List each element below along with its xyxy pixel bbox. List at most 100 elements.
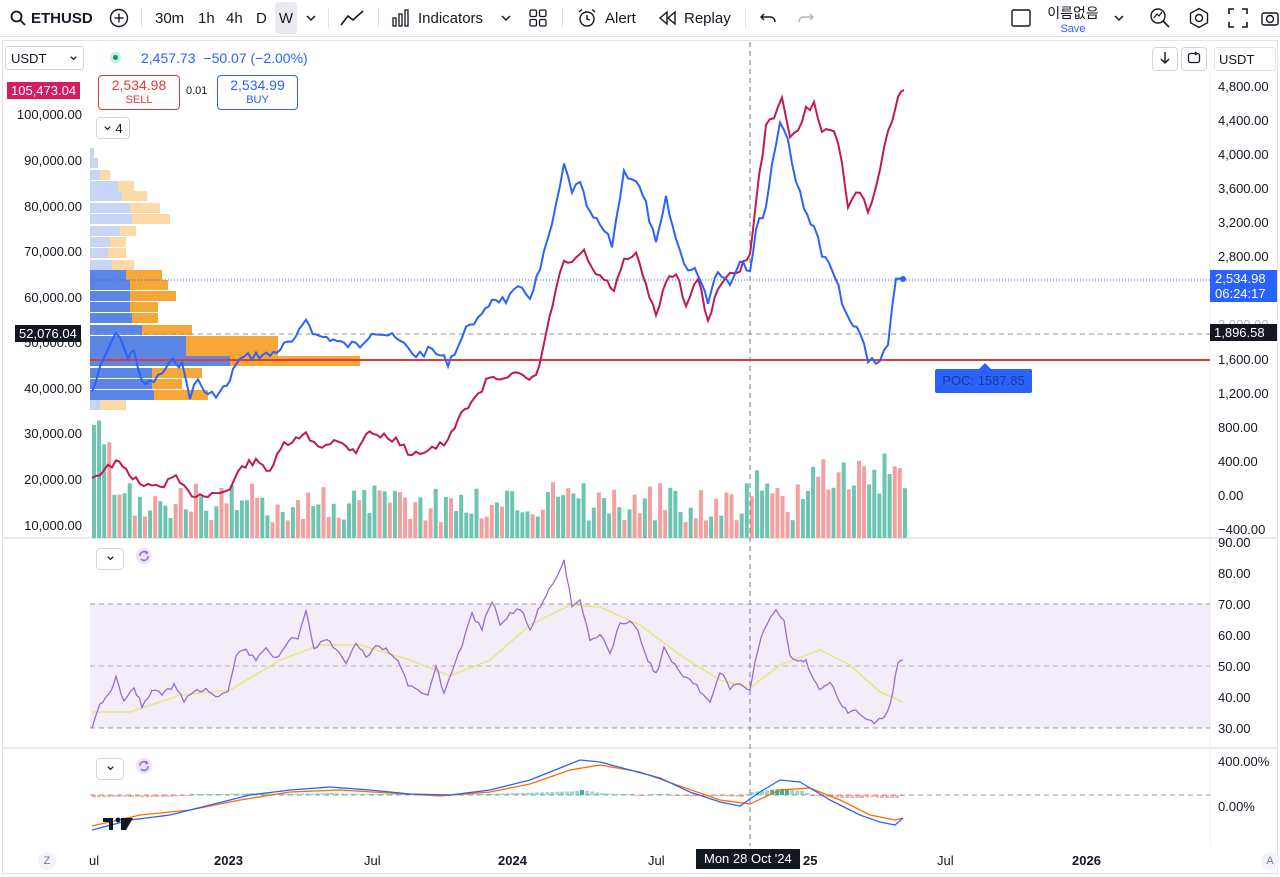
compare-add-button[interactable] [109,0,129,36]
macd-histogram-bar [695,795,700,797]
sell-price: 2,534.98 [111,77,167,93]
macd-histogram-bar [765,790,770,795]
interval-30m[interactable]: 30m [155,0,184,36]
volume-bar [178,487,183,538]
volume-profile-row-orange [152,368,202,378]
volume-bar [811,466,816,538]
rsi-collapse-button[interactable] [96,548,124,570]
grid-icon [529,9,547,27]
currency-select[interactable]: USDT [5,46,84,70]
quick-search-button[interactable] [1149,0,1171,36]
settings-button[interactable] [1188,0,1210,36]
redo-button[interactable] [797,0,815,36]
volume-profile-row-orange [108,248,126,258]
volume-profile-row-blue [90,291,130,301]
alert-button[interactable]: Alert [576,0,636,36]
macd-histogram-bar [720,795,724,797]
top-toolbar: ETHUSD 30m 1h 4h D W Indicators Alert Re… [0,0,1280,37]
interval-4h[interactable]: 4h [226,0,243,36]
volume-bar [831,487,836,538]
poc-label-pointer [979,363,991,369]
sync-icon [135,757,153,780]
last-price-dot [900,276,906,282]
scroll-down-button[interactable] [1152,47,1178,71]
volume-bar [403,497,408,538]
rsi-sync-button[interactable] [133,547,155,568]
replay-label: Replay [684,9,731,27]
chart-frame [2,40,1278,874]
macd-sync-button[interactable] [133,757,155,780]
symbol-search[interactable]: ETHUSD [10,0,93,36]
templates-button[interactable] [529,0,547,36]
chevron-down-icon [69,51,78,66]
macd-histogram-bar [330,793,334,795]
volume-bar [392,491,397,538]
countdown-value: 06:24:17 [1215,286,1266,301]
volume-bar [836,472,841,538]
collapse-indicators-button[interactable]: 4 [96,117,130,139]
indicators-button[interactable]: Indicators [391,0,483,36]
macd-histogram-bar [735,795,740,797]
macd-scale-label: 0.00% [1218,799,1255,814]
interval-1h[interactable]: 1h [198,0,215,36]
legend-change: −50.07 (−2.00%) [203,50,308,66]
undo-button[interactable] [759,0,777,36]
volume-profile-row-orange [120,226,136,236]
macd-histogram-bar [530,792,534,795]
macd-histogram-bar [390,794,395,795]
interval-w[interactable]: W [275,2,297,34]
macd-histogram-bar [215,794,220,795]
macd-histogram-bar [800,791,804,795]
volume-bar [367,513,372,538]
macd-histogram-bar [92,795,96,798]
chart-type-button[interactable] [340,0,364,36]
buy-label: BUY [246,94,269,106]
volume-profile-row-orange [100,400,126,410]
macd-histogram-bar [690,795,694,797]
macd-histogram-bar [490,793,494,795]
volume-bar [510,491,515,538]
fullscreen-button[interactable] [1228,0,1248,36]
volume-profile-row-blue [90,368,152,378]
macd-histogram-bar [555,791,560,795]
auto-scale-button[interactable] [1181,47,1207,71]
replay-button[interactable]: Replay [658,0,731,36]
buy-button[interactable]: 2,534.99 BUY [217,75,298,110]
macd-collapse-button[interactable] [96,758,124,780]
buy-price: 2,534.99 [230,77,285,93]
volume-bar [872,469,877,538]
scale-currency-select[interactable]: USDT [1214,47,1276,71]
macd-histogram-bar [665,794,670,795]
left-scale-label: 70,000.00 [24,244,82,259]
timezone-button[interactable]: Z [38,852,56,870]
sell-button[interactable]: 2,534.98 SELL [98,75,180,110]
volume-bar [765,483,770,538]
macd-histogram-bar [785,789,790,795]
volume-bar [112,494,117,538]
right-scale-label: 400.00 [1218,454,1258,469]
crosshair-time-label: Mon 28 Oct '24 [696,849,800,869]
layout-name-block[interactable]: 이름없음 Save [1040,3,1106,35]
volume-bars [92,420,907,538]
macd-signal-line [91,764,904,827]
layout-dropdown[interactable] [1113,0,1125,36]
volume-bar [724,492,729,538]
auto-scale-toggle[interactable]: A [1261,852,1279,870]
volume-profile-row-orange [122,191,147,201]
volume-bar [602,498,606,538]
layout-square-button[interactable] [1011,0,1031,36]
interval-dropdown[interactable] [305,0,317,36]
macd-histogram-bar [815,795,820,796]
macd-histogram-bar [205,794,210,795]
macd-histogram-bar [320,793,325,795]
indicators-dropdown[interactable] [500,0,512,36]
volume-profile-row-orange [186,346,278,356]
macd-histogram-bar [195,794,200,795]
toolbar-divider [562,8,563,28]
interval-d[interactable]: D [256,0,267,36]
volume-bar [647,486,652,538]
camera-button[interactable] [1261,0,1279,36]
macd-histogram-bar [495,793,500,795]
volume-bar [714,498,719,538]
